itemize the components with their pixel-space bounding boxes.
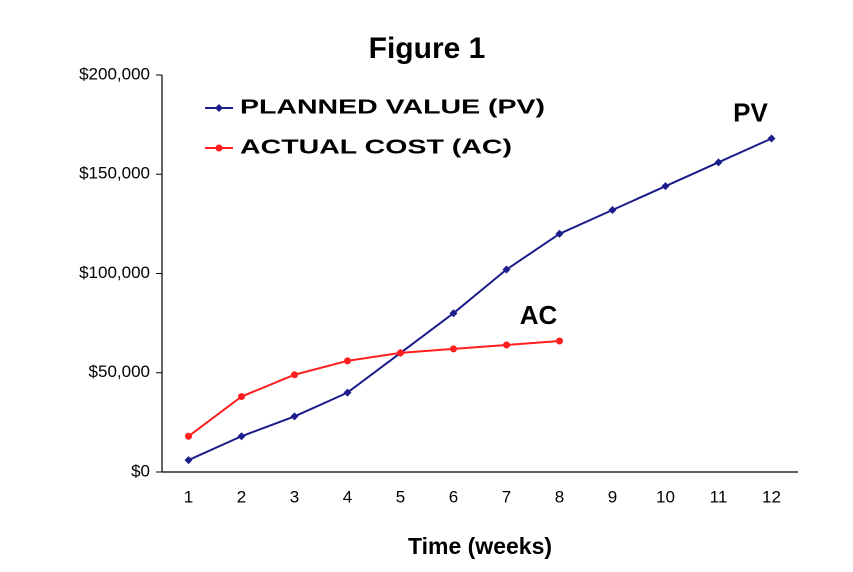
x-tick-label: 6 [449, 487, 458, 506]
point [608, 205, 617, 214]
point [290, 412, 299, 421]
series-line [187, 339, 560, 438]
point [661, 182, 670, 191]
point [343, 388, 352, 397]
x-tick-label: 12 [762, 487, 781, 506]
x-tick-label: 5 [396, 487, 405, 506]
x-tick-label: 11 [710, 487, 728, 506]
legend-label: ACTUAL COST (AC) [240, 136, 512, 158]
y-tick-label: $200,000 [79, 64, 150, 83]
point [450, 345, 457, 353]
point [449, 309, 458, 318]
x-tick-label: 4 [343, 487, 352, 506]
x-tick-label: 2 [237, 487, 246, 506]
point [291, 371, 298, 379]
y-tick-label: $150,000 [79, 164, 150, 183]
chart-title: Figure 1 [369, 32, 486, 65]
annotation: PV [733, 97, 768, 127]
x-tick-label: 9 [608, 487, 617, 506]
series-line [188, 137, 772, 462]
y-tick-label: $100,000 [79, 263, 150, 282]
x-tick-label: 3 [290, 487, 299, 506]
x-tick-label: 8 [555, 487, 564, 506]
y-tick-label: $50,000 [89, 362, 150, 381]
annotation: AC [520, 300, 558, 330]
point [344, 357, 351, 365]
point [237, 432, 246, 441]
point [556, 337, 563, 345]
legend-label: PLANNED VALUE (PV) [240, 96, 545, 118]
x-tick-label: 10 [656, 487, 675, 506]
point [767, 134, 776, 143]
x-axis-label: Time (weeks) [408, 533, 552, 559]
point [184, 456, 193, 465]
point [555, 229, 564, 238]
point [185, 432, 192, 440]
legend-marker [215, 144, 223, 152]
y-tick-label: $0 [131, 461, 150, 480]
point [502, 265, 511, 274]
x-tick-label: 1 [184, 487, 193, 506]
point [397, 349, 404, 357]
legend-marker [215, 104, 223, 112]
x-tick-label: 7 [502, 487, 511, 506]
point [238, 393, 245, 401]
point [714, 158, 723, 167]
point [503, 341, 510, 349]
